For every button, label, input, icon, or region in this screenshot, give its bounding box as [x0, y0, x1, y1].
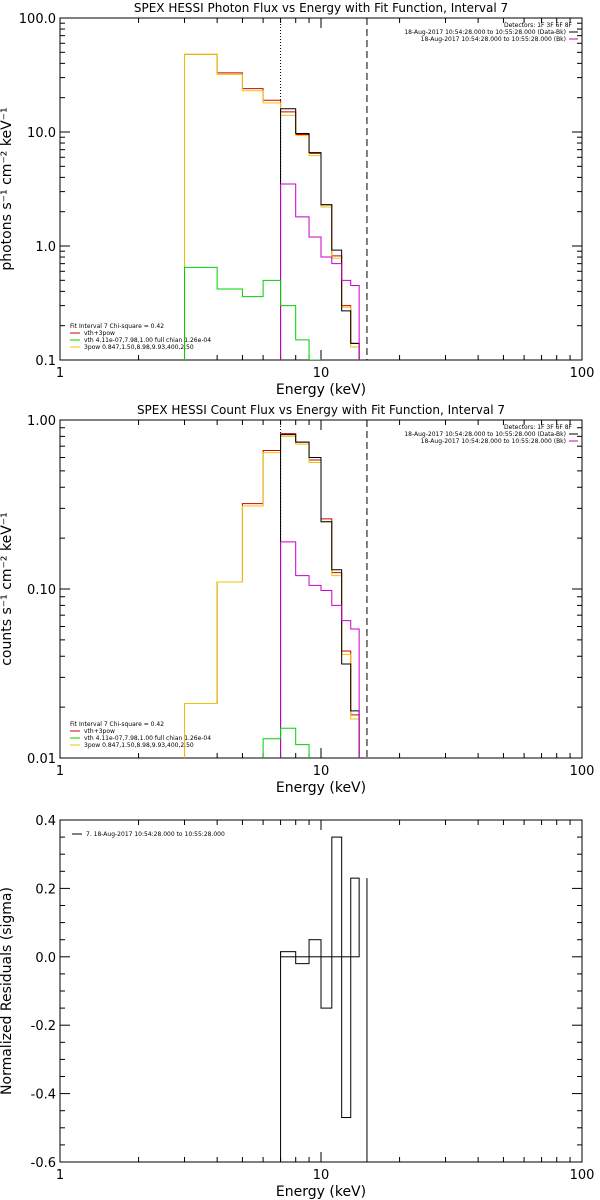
- series-bkgd: [280, 183, 360, 360]
- x-tick-label: 10: [313, 366, 330, 381]
- y-tick-label: 0.0: [35, 951, 56, 966]
- legend-text: 18-Aug-2017 10:54:28.000 to 10:55:28.000…: [404, 29, 566, 36]
- series-data: [280, 434, 360, 758]
- x-tick-label: 1: [56, 1168, 64, 1183]
- legend-text: vth+3pow: [84, 728, 115, 735]
- series-data: [280, 108, 360, 360]
- chart-title: SPEX HESSI Photon Flux vs Energy with Fi…: [134, 1, 508, 15]
- legend-text: Detectors: 1F 3F 6F 8F: [504, 22, 573, 29]
- residual-bar: [350, 877, 360, 958]
- y-tick-label: -0.6: [31, 1156, 56, 1171]
- series-vth: [184, 266, 322, 360]
- legend-text: Detectors: 1F 3F 6F 8F: [504, 424, 573, 431]
- y-tick-label: 0.10: [27, 583, 56, 598]
- legend-text: 18-Aug-2017 10:54:28.000 to 10:55:28.000…: [421, 438, 566, 445]
- legend-text: 7. 18-Aug-2017 10:54:28.000 to 10:55:28.…: [86, 831, 225, 838]
- chart-panel-3: 1 10 100 Energy (keV) -0.6 -0.4 -0.2 0.0 0.2 0.4 N…: [0, 814, 594, 1200]
- series-total-fit: [184, 433, 360, 758]
- y-tick-label: 0.1: [35, 354, 56, 369]
- residual-bar: [320, 956, 333, 1009]
- x-tick-label: 10: [313, 1168, 330, 1183]
- chart-panel-2: SPEX HESSI Count Flux vs Energy with Fit…: [0, 403, 595, 796]
- y-tick-label: 1.00: [27, 414, 56, 429]
- series-3pow: [184, 435, 360, 758]
- y-tick-label: 100.0: [19, 12, 56, 27]
- residual-bar: [280, 951, 297, 958]
- legend-text: 3pow 0.847,1.50,8.98,9.93,400,2.50: [84, 344, 194, 351]
- y-tick-label: 0.01: [27, 752, 56, 767]
- series-vth: [262, 727, 310, 758]
- chart-title: SPEX HESSI Count Flux vs Energy with Fit…: [137, 403, 505, 417]
- x-axis-label: Energy (keV): [276, 1184, 366, 1200]
- legend-text: vth 4.11e-07,7.98,1.00 full chian 1.26e-…: [84, 337, 211, 344]
- x-tick-label: 1: [56, 366, 64, 381]
- y-tick-label: -0.2: [31, 1019, 56, 1034]
- y-tick-label: -0.4: [31, 1088, 56, 1103]
- x-tick-label: 100: [570, 1168, 595, 1183]
- x-axis-label: Energy (keV): [276, 780, 366, 796]
- legend-text: Fit Interval 7 Chi-square = 0.42: [70, 721, 164, 728]
- x-tick-label: 1: [56, 764, 64, 779]
- residual-bar: [341, 956, 352, 1119]
- legend-text: 18-Aug-2017 10:54:28.000 to 10:55:28.000…: [404, 431, 566, 438]
- legend-text: 18-Aug-2017 10:54:28.000 to 10:55:28.000…: [421, 36, 566, 43]
- y-tick-label: 0.2: [35, 882, 56, 897]
- residual-bar: [295, 956, 310, 965]
- series-total-fit: [184, 53, 360, 360]
- series-3pow: [184, 53, 360, 360]
- y-tick-label: 1.0: [35, 240, 56, 255]
- y-axis-label: counts s⁻¹ cm⁻² keV⁻¹: [0, 512, 15, 666]
- residual-bar: [331, 836, 343, 958]
- y-tick-label: 10.0: [27, 126, 56, 141]
- y-axis-label: Normalized Residuals (sigma): [0, 887, 15, 1095]
- x-tick-label: 100: [570, 764, 595, 779]
- legend-text: 3pow 0.847,1.50,8.98,9.93,400,2.50: [84, 742, 194, 749]
- legend-text: vth 4.11e-07,7.98,1.00 full chian 1.26e-…: [84, 735, 211, 742]
- residual-bar: [308, 939, 322, 958]
- x-tick-label: 100: [570, 366, 595, 381]
- chart-panel-1: SPEX HESSI Photon Flux vs Energy with Fi…: [0, 1, 595, 398]
- x-tick-label: 10: [313, 764, 330, 779]
- y-axis-label: photons s⁻¹ cm⁻² keV⁻¹: [0, 107, 15, 270]
- x-axis-label: Energy (keV): [276, 382, 366, 398]
- y-tick-label: 0.4: [35, 814, 56, 829]
- legend-text: vth+3pow: [84, 330, 115, 337]
- legend-text: Fit Interval 7 Chi-square = 0.42: [70, 323, 164, 330]
- series-bkgd: [280, 541, 360, 758]
